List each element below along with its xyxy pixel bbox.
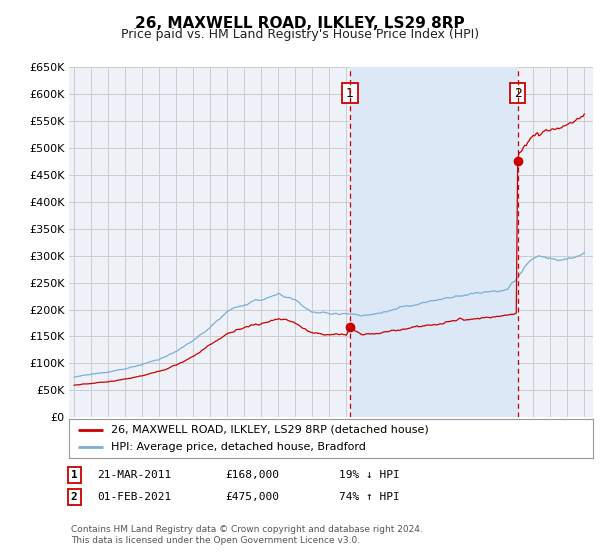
Text: 26, MAXWELL ROAD, ILKLEY, LS29 8RP: 26, MAXWELL ROAD, ILKLEY, LS29 8RP [135, 16, 465, 31]
Text: 1: 1 [346, 87, 354, 100]
Text: 26, MAXWELL ROAD, ILKLEY, LS29 8RP (detached house): 26, MAXWELL ROAD, ILKLEY, LS29 8RP (deta… [111, 424, 428, 435]
Text: 74% ↑ HPI: 74% ↑ HPI [339, 492, 400, 502]
Text: Price paid vs. HM Land Registry's House Price Index (HPI): Price paid vs. HM Land Registry's House … [121, 28, 479, 41]
Text: £475,000: £475,000 [225, 492, 279, 502]
Text: 19% ↓ HPI: 19% ↓ HPI [339, 470, 400, 480]
Text: 1: 1 [71, 470, 77, 480]
Bar [350, 67, 518, 417]
Text: HPI: Average price, detached house, Bradford: HPI: Average price, detached house, Brad… [111, 442, 366, 452]
Text: Contains HM Land Registry data © Crown copyright and database right 2024.
This d: Contains HM Land Registry data © Crown c… [71, 525, 422, 545]
Text: 2: 2 [71, 492, 77, 502]
Text: £168,000: £168,000 [225, 470, 279, 480]
Text: 2: 2 [514, 87, 521, 100]
Text: 21-MAR-2011: 21-MAR-2011 [97, 470, 172, 480]
Text: 01-FEB-2021: 01-FEB-2021 [97, 492, 172, 502]
